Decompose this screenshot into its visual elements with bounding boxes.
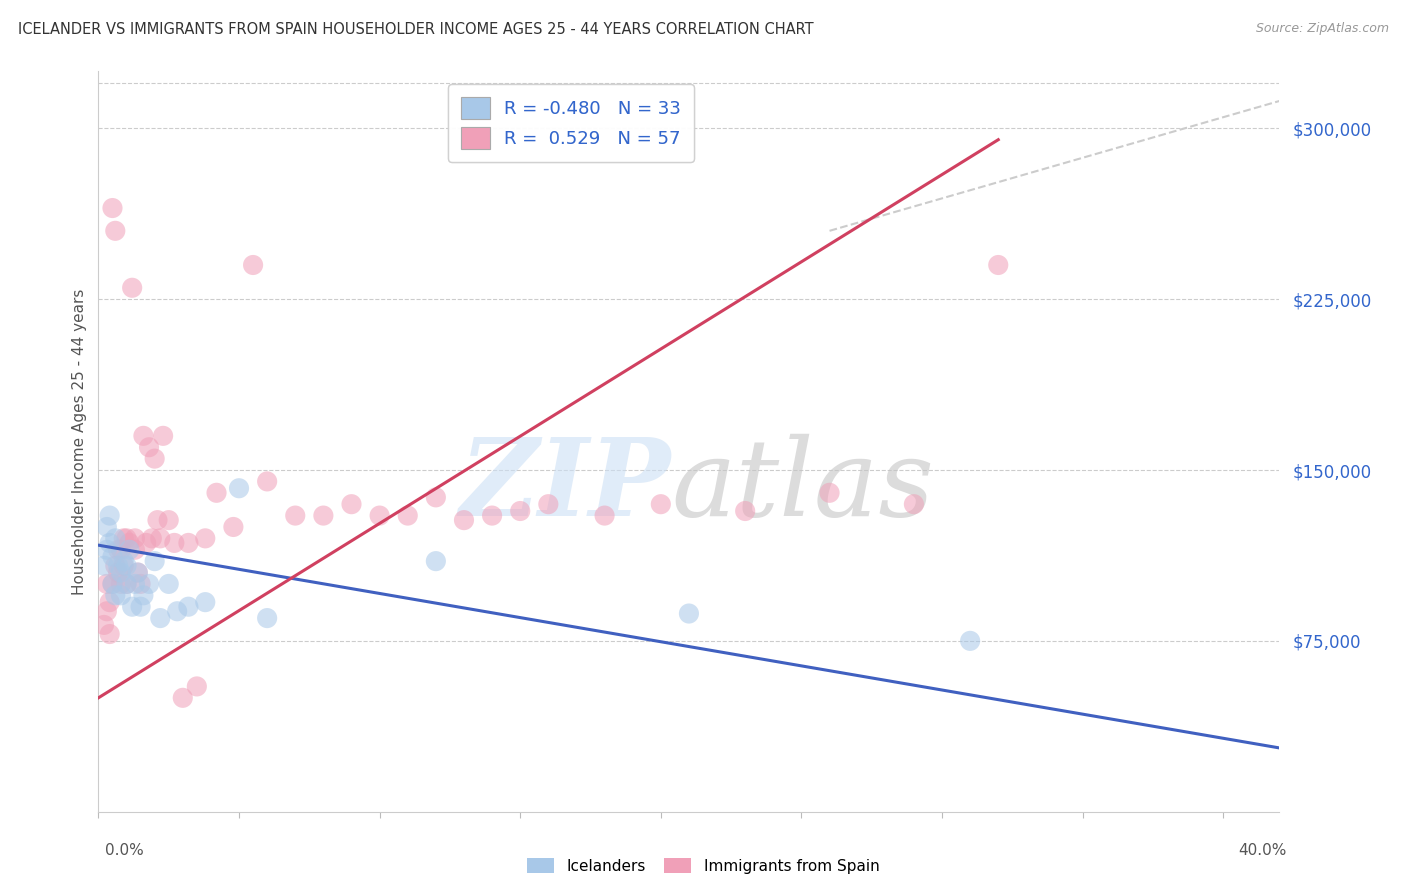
- Point: [194, 595, 217, 609]
- Point: [284, 508, 307, 523]
- Point: [101, 549, 124, 564]
- Point: [112, 554, 135, 568]
- Point: [129, 599, 152, 614]
- Point: [124, 532, 146, 546]
- Point: [149, 611, 172, 625]
- Point: [115, 577, 138, 591]
- Point: [172, 690, 194, 705]
- Point: [222, 520, 245, 534]
- Point: [987, 258, 1010, 272]
- Point: [104, 588, 127, 602]
- Point: [818, 485, 841, 500]
- Point: [96, 520, 118, 534]
- Point: [98, 536, 121, 550]
- Point: [146, 513, 169, 527]
- Point: [425, 491, 447, 505]
- Text: ZIP: ZIP: [460, 433, 671, 539]
- Point: [138, 440, 160, 454]
- Legend: Icelanders, Immigrants from Spain: Icelanders, Immigrants from Spain: [520, 852, 886, 880]
- Point: [650, 497, 672, 511]
- Point: [96, 542, 118, 557]
- Point: [110, 566, 132, 580]
- Point: [135, 536, 157, 550]
- Point: [115, 558, 138, 573]
- Point: [118, 542, 141, 557]
- Point: [127, 566, 149, 580]
- Text: 40.0%: 40.0%: [1239, 843, 1286, 858]
- Point: [121, 599, 143, 614]
- Point: [256, 611, 278, 625]
- Point: [149, 532, 172, 546]
- Point: [104, 224, 127, 238]
- Point: [110, 577, 132, 591]
- Point: [93, 618, 115, 632]
- Point: [110, 588, 132, 602]
- Point: [205, 485, 228, 500]
- Text: Source: ZipAtlas.com: Source: ZipAtlas.com: [1256, 22, 1389, 36]
- Point: [242, 258, 264, 272]
- Point: [396, 508, 419, 523]
- Point: [124, 577, 146, 591]
- Y-axis label: Householder Income Ages 25 - 44 years: Householder Income Ages 25 - 44 years: [72, 288, 87, 595]
- Point: [121, 281, 143, 295]
- Point: [98, 595, 121, 609]
- Point: [93, 558, 115, 573]
- Point: [101, 577, 124, 591]
- Point: [166, 604, 188, 618]
- Point: [98, 627, 121, 641]
- Point: [127, 566, 149, 580]
- Point: [537, 497, 560, 511]
- Point: [104, 558, 127, 573]
- Point: [101, 201, 124, 215]
- Point: [115, 532, 138, 546]
- Point: [152, 429, 174, 443]
- Point: [228, 481, 250, 495]
- Point: [678, 607, 700, 621]
- Point: [107, 558, 129, 573]
- Point: [194, 532, 217, 546]
- Point: [481, 508, 503, 523]
- Point: [107, 542, 129, 557]
- Point: [256, 475, 278, 489]
- Point: [107, 566, 129, 580]
- Point: [143, 554, 166, 568]
- Point: [129, 577, 152, 591]
- Point: [734, 504, 756, 518]
- Point: [141, 532, 163, 546]
- Point: [177, 536, 200, 550]
- Point: [143, 451, 166, 466]
- Point: [132, 588, 155, 602]
- Point: [112, 532, 135, 546]
- Point: [186, 680, 208, 694]
- Point: [124, 542, 146, 557]
- Point: [157, 577, 180, 591]
- Point: [110, 542, 132, 557]
- Point: [959, 633, 981, 648]
- Point: [509, 504, 531, 518]
- Point: [425, 554, 447, 568]
- Text: atlas: atlas: [671, 434, 934, 539]
- Point: [115, 577, 138, 591]
- Point: [96, 604, 118, 618]
- Point: [368, 508, 391, 523]
- Point: [132, 429, 155, 443]
- Point: [118, 536, 141, 550]
- Point: [177, 599, 200, 614]
- Point: [312, 508, 335, 523]
- Point: [98, 508, 121, 523]
- Point: [96, 577, 118, 591]
- Text: ICELANDER VS IMMIGRANTS FROM SPAIN HOUSEHOLDER INCOME AGES 25 - 44 YEARS CORRELA: ICELANDER VS IMMIGRANTS FROM SPAIN HOUSE…: [18, 22, 814, 37]
- Point: [112, 558, 135, 573]
- Point: [453, 513, 475, 527]
- Legend: R = -0.480   N = 33, R =  0.529   N = 57: R = -0.480 N = 33, R = 0.529 N = 57: [449, 84, 693, 161]
- Point: [593, 508, 616, 523]
- Point: [157, 513, 180, 527]
- Point: [138, 577, 160, 591]
- Point: [163, 536, 186, 550]
- Point: [903, 497, 925, 511]
- Point: [340, 497, 363, 511]
- Point: [101, 577, 124, 591]
- Point: [104, 532, 127, 546]
- Text: 0.0%: 0.0%: [105, 843, 145, 858]
